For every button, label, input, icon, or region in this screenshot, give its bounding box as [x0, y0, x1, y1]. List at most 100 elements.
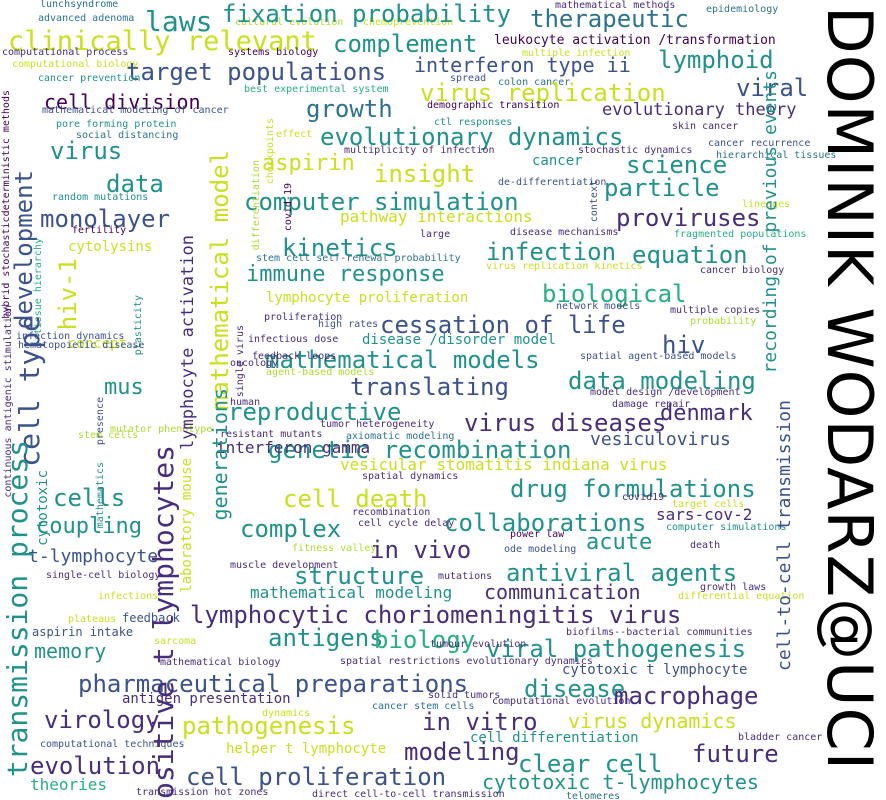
word-interferon-gamma: interferon gamma: [216, 438, 371, 457]
word-covid-19: covid-19: [283, 183, 294, 232]
word-virus-diseases: virus diseases: [464, 409, 667, 437]
word-virus-replication-kinetics: virus replication kinetics: [486, 261, 643, 272]
word-dynamics: dynamics: [262, 708, 311, 719]
word-mathematical-methods: mathematical methods: [555, 0, 676, 11]
word-cultural-evolution: cultural evolution: [235, 17, 344, 28]
word-computational-evolution: computational evolution: [492, 696, 631, 707]
word-coupling: coupling: [36, 514, 142, 539]
word-death: death: [690, 540, 721, 551]
word-in-vivo: in vivo: [370, 536, 472, 564]
word-particle: particle: [604, 174, 720, 202]
word-computational-techniques: computational techniques: [40, 739, 185, 750]
word-lymphoid: lymphoid: [658, 46, 774, 74]
word-modeling: modeling: [404, 738, 520, 766]
word-tumour-evolution: tumour evolution: [430, 639, 527, 650]
word-ctl-responses: ctl responses: [434, 117, 513, 128]
word-infectious-dose: infectious dose: [248, 334, 339, 345]
word-solid-tumors: solid tumors: [428, 690, 501, 701]
word-large: large: [420, 229, 451, 240]
word-fitness-valley: fitness valley: [292, 543, 377, 554]
word-antiviral-agents: antiviral agents: [506, 559, 738, 587]
word-hiv-1: hiv-1: [54, 258, 82, 331]
word-resistant-mutants: resistant mutants: [220, 429, 323, 440]
word-skin-cancer: skin cancer: [672, 121, 739, 132]
word-mathematical-modeling-of-cancer: mathematical modeling of cancer: [42, 105, 229, 116]
word-demographic-transition: demographic transition: [427, 100, 560, 111]
word-disease-disorder-model: disease /disorder model: [362, 332, 556, 348]
word-cancer-prevention: cancer prevention: [38, 73, 141, 84]
word-insight: insight: [374, 160, 476, 188]
word-network-models: network models: [556, 301, 641, 312]
word-systems-biology: systems biology: [228, 47, 319, 58]
word-mus: mus: [104, 375, 144, 400]
word-virus: virus: [50, 137, 123, 165]
word-axiomatic-modeling: axiomatic modeling: [346, 431, 455, 442]
word-computational-process: computational process: [2, 47, 129, 58]
word-random-mutations: random mutations: [52, 192, 149, 203]
word-interferon-type-ii: interferon type ii: [414, 53, 631, 77]
word-acute: acute: [586, 530, 653, 555]
word-hybrid-stochasticdeterministic-methods: hybrid stochasticdeterministic methods: [1, 90, 12, 319]
word-genetic-recombination: genetic recombination: [268, 436, 572, 464]
word-memory: memory: [34, 639, 107, 663]
word-cell-to-cell-transmission: cell-to-cell transmission: [774, 400, 795, 671]
word-immune-response: immune response: [246, 262, 445, 287]
word-mathematical-modeling: mathematical modeling: [250, 583, 453, 602]
word-hematopoietic-disease: hematopoietic disease: [18, 340, 145, 351]
word-lineages: lineages: [742, 199, 791, 210]
word-fragmented-populations: fragmented populations: [674, 229, 807, 240]
word-feedback-loops: feedback loops: [252, 351, 337, 362]
word-clinically-relevant: clinically relevant: [8, 26, 317, 57]
word-antigens: antigens: [268, 624, 384, 652]
word-probability: probability: [690, 316, 757, 327]
word-fertility: fertility: [72, 225, 127, 236]
word-pathogenesis: pathogenesis: [182, 712, 356, 740]
word-feedback: feedback: [122, 611, 180, 625]
word-aspirin-intake: aspirin intake: [32, 625, 134, 639]
word-target-populations: target populations: [126, 58, 387, 86]
word-proviruses: proviruses: [616, 204, 761, 232]
word-telomeres: telomeres: [566, 791, 621, 800]
word-helper-t-lymphocyte: helper t lymphocyte: [226, 741, 387, 757]
word-t-lymphocyte: t-lymphocyte: [28, 546, 159, 567]
word-structure: structure: [294, 562, 425, 590]
word-cancer-biology: cancer biology: [700, 265, 785, 276]
word-biological: biological: [542, 280, 687, 308]
word-translating: translating: [350, 373, 509, 401]
word-infections: infections: [98, 591, 159, 602]
word-cancer-recurrence: cancer recurrence: [708, 138, 811, 149]
word-evolutionary-dynamics: evolutionary dynamics: [320, 123, 624, 151]
word-laws: laws: [145, 5, 213, 38]
word-evolution: evolution: [30, 752, 161, 780]
word-hiv: hiv: [662, 331, 706, 359]
word-theories: theories: [30, 775, 108, 794]
word-data-modeling: data modeling: [568, 367, 756, 395]
word-clear-cell: clear cell: [518, 750, 663, 778]
word-direct-cell-to-cell-transmission: direct cell-to-cell transmission: [312, 789, 505, 800]
word-social-distancing: social distancing: [76, 130, 179, 141]
word-biology: biology: [374, 626, 476, 654]
word-chemoprevention: chemoprevention: [363, 17, 454, 28]
word-macrophage: macrophage: [614, 682, 759, 710]
word-stem-cell-self-renewal-probability: stem cell self-renewal probability: [256, 253, 461, 264]
word-pore-forming-protein: pore forming protein: [56, 119, 177, 130]
word-monolayer: monolayer: [40, 205, 171, 233]
word-context: context: [589, 180, 600, 223]
word-bladder-cancer: bladder cancer: [738, 732, 823, 743]
word-effect: effect: [276, 129, 313, 140]
word-future: future: [692, 740, 779, 768]
word-virology: virology: [44, 706, 160, 734]
word-vesicular-stomatitis-indiana-virus: vesicular stomatitis indiana virus: [340, 455, 668, 474]
word-high-rates: high rates: [318, 319, 379, 330]
word-mathematical-model: mathematical model: [206, 150, 234, 411]
word-human: human: [230, 397, 261, 408]
word-denmark: denmark: [660, 401, 753, 426]
word-spread: spread: [450, 73, 487, 84]
word-cytolysins: cytolysins: [68, 239, 153, 255]
word-recording-of-previous-events: recording of previous events: [760, 70, 781, 374]
word-multiple-copies: multiple copies: [670, 305, 761, 316]
word-plateaus: plateaus: [68, 614, 117, 625]
word-viral: viral: [736, 74, 809, 102]
word-spatial-dynamics: spatial dynamics: [362, 471, 459, 482]
word-mutations: mutations: [438, 571, 493, 582]
